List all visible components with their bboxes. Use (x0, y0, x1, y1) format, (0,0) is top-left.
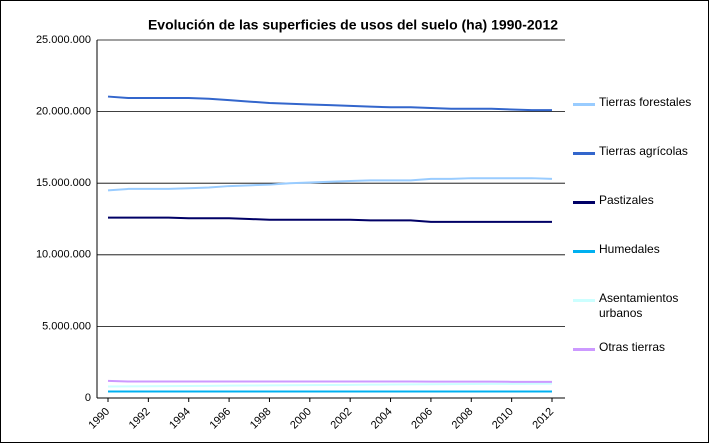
legend: Tierras forestales Tierras agrícolas Pasti… (573, 95, 707, 389)
y-tick-label: 20.000.000 (36, 106, 91, 118)
chart-title: Evolución de las superficies de usos del… (148, 17, 558, 33)
legend-swatch (573, 201, 595, 204)
series-line (107, 95, 552, 112)
series-line (107, 382, 553, 388)
legend-label: Tierras forestales (599, 95, 692, 109)
legend-label: Humedales (599, 242, 660, 256)
legend-label: Asentamientos urbanos (599, 291, 679, 320)
legend-item: Otras tierras (573, 340, 707, 389)
y-tick-label: 5.000.000 (42, 320, 91, 332)
legend-item: Tierras forestales (573, 95, 707, 144)
y-tick-label: 25.000.000 (36, 34, 91, 46)
legend-swatch (573, 103, 595, 106)
legend-swatch (573, 348, 595, 351)
legend-item: Humedales (573, 242, 707, 291)
legend-label: Otras tierras (599, 340, 666, 354)
legend-swatch (573, 250, 595, 253)
legend-label: Tierras agrícolas (599, 144, 688, 158)
series-line (107, 177, 553, 192)
series-line (108, 216, 552, 223)
y-tick-label: 15.000.000 (36, 177, 91, 189)
legend-item: Tierras agrícolas (573, 144, 707, 193)
legend-item: Asentamientos urbanos (573, 291, 707, 340)
y-tick-label: 0 (85, 392, 91, 404)
y-tick-label: 10.000.000 (36, 249, 91, 261)
legend-swatch (573, 152, 595, 155)
legend-swatch (573, 299, 595, 302)
legend-label: Pastizales (599, 193, 654, 207)
series-line (107, 379, 552, 383)
legend-item: Pastizales (573, 193, 707, 242)
